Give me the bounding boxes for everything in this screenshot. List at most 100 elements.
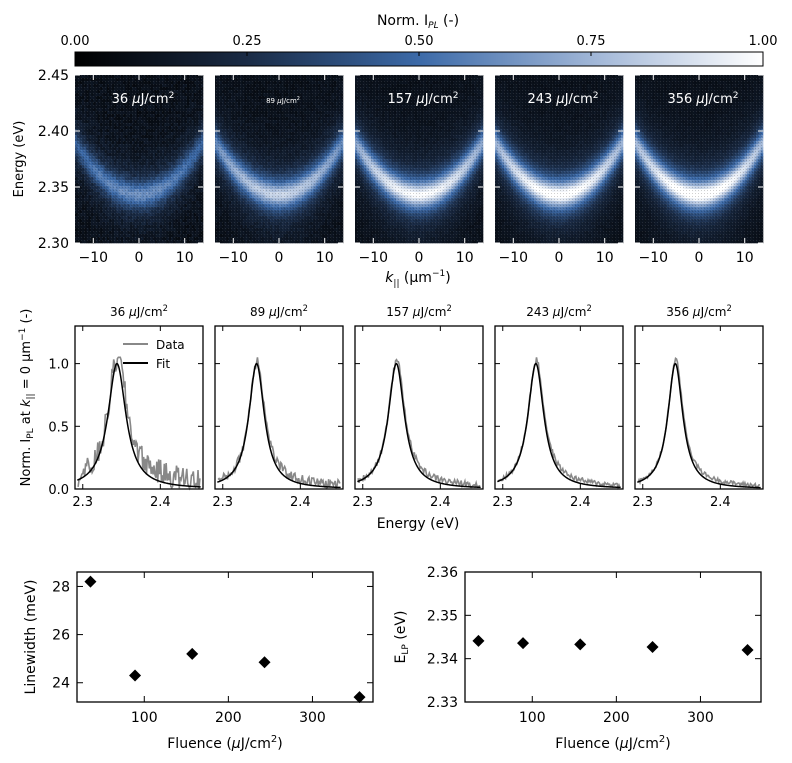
heatmap-texture [75,75,203,243]
y-tick-label: 2.40 [38,124,69,140]
x-tick-label: 300 [299,710,326,726]
y-tick-label: 28 [52,579,70,595]
x-tick-label: 10 [176,250,194,266]
colorbar-tick-label: 1.00 [749,34,778,49]
x-axis-label: Fluence (μJ/cm2) [555,734,670,752]
data-point-diamond [186,647,199,660]
x-tick-label: 2.3 [632,495,653,510]
x-tick-label: 2.3 [212,495,233,510]
spectrum-panel: 356 μJ/cm2 2.3 2.4 [632,303,764,510]
y-tick-label: 2.45 [38,68,69,84]
heatmap-panel: 243 μJ/cm2 −10 0 10 [495,74,624,266]
x-tick-label: 200 [215,710,242,726]
axes-frame [494,325,624,490]
x-tick-label: 0 [275,250,284,266]
fit-series-line [217,362,341,489]
heatmap-texture [355,75,483,243]
linewidth-plot: 100 200 300 24 26 28 Fluence (μJ/cm2) Linewidth… [23,571,374,752]
heatmap-title: 36 μJ/cm2 [112,91,175,107]
x-tick-label: 200 [603,710,630,726]
data-point-diamond [353,691,366,704]
x-tick-label: 2.4 [710,495,731,510]
y-tick-label: 2.36 [427,565,458,581]
x-tick-label: 0 [135,250,144,266]
heatmap-panel: 356 μJ/cm2 −10 0 10 [635,74,764,266]
fit-series-line [637,362,761,489]
y-tick-label: 2.33 [427,695,458,711]
axes-frame [214,325,344,490]
data-point-diamond [741,644,754,656]
colorbar-tick-label: 0.75 [577,34,606,49]
x-tick-label: −10 [639,250,669,266]
spectrum-title: 243 μJ/cm2 [526,303,592,319]
heatmap-title: 243 μJ/cm2 [527,91,598,107]
x-tick-label: 10 [456,250,474,266]
y-tick-label: 24 [52,676,70,692]
data-point-diamond [129,669,142,682]
x-tick-label: 10 [596,250,614,266]
x-tick-label: 10 [316,250,334,266]
x-tick-label: 100 [131,710,158,726]
heatmap-panel: 36 μJ/cm2 −10 0 10 [75,74,204,266]
colorbar-tick-labels: 0.00 0.25 0.50 0.75 1.00 [61,34,778,49]
spectrum-panel: 243 μJ/cm2 2.3 2.4 [492,303,624,510]
fit-series-line [497,362,621,489]
axes-frame [634,325,764,490]
y-tick-label: 2.30 [38,236,69,252]
spectrum-panel: 89 μJ/cm2 2.3 2.4 [212,303,344,510]
x-tick-label: 10 [736,250,754,266]
heatmap-texture [215,75,343,243]
x-tick-label: −10 [359,250,389,266]
heatmap-texture [635,75,763,243]
y-tick-label: 2.35 [427,608,458,624]
colorbar: Norm. IPL (-) 0.00 0.25 0.50 0.75 1.00 [61,13,778,67]
elp-plot: 100 200 300 2.33 2.34 2.35 2.36 Fluence (μJ/cm2… [393,565,762,752]
legend: Data Fit [123,338,185,371]
y-tick-label: 26 [52,628,70,644]
heatmap-title: 356 μJ/cm2 [667,91,738,107]
x-tick-label: −10 [499,250,529,266]
colorbar-tick-label: 0.00 [61,34,90,49]
y-axis-label: ELP (eV) [393,611,411,664]
x-tick-label: 0 [695,250,704,266]
spectrum-panel: 36 μJ/cm2 2.3 2.4 0.0 0.5 1.0 Data Fit [48,303,204,510]
x-tick-label: 0 [415,250,424,266]
x-axis-label: Energy (eV) [377,516,460,532]
data-series-line [497,357,621,490]
axes-frame [74,325,204,490]
y-axis-label: Energy (eV) [12,121,27,198]
data-series-line [217,357,341,490]
x-tick-label: −10 [219,250,249,266]
x-tick-label: 0 [555,250,564,266]
spectrum-title: 157 μJ/cm2 [386,303,452,319]
y-tick-label: 2.35 [38,180,69,196]
x-tick-label: 2.3 [72,495,93,510]
heatmap-panel: 89 μJ/cm2 −10 0 10 [215,74,344,266]
colorbar-ticks [74,52,764,56]
y-axis-label: Linewidth (meV) [23,580,39,695]
x-tick-label: 100 [519,710,546,726]
data-point-diamond [84,575,97,588]
heatmap-panel: 157 μJ/cm2 −10 0 10 [355,74,484,266]
data-series-line [77,356,201,491]
x-tick-label: −10 [79,250,109,266]
spectrum-panel: 157 μJ/cm2 2.3 2.4 [352,303,484,510]
x-tick-label: 2.4 [430,495,451,510]
fit-series-line [77,362,201,488]
x-axis-label: k|| (μm−1) [385,269,450,289]
axes-frame [464,571,762,703]
y-tick-label: 1.0 [48,358,69,373]
data-point-diamond [258,656,271,669]
x-tick-label: 2.4 [150,495,171,510]
data-point-diamond [472,634,485,647]
legend-data-label: Data [156,338,185,352]
spectrum-title: 89 μJ/cm2 [250,303,308,319]
x-tick-label: 2.4 [570,495,591,510]
heatmap-title: 89 μJ/cm2 [266,96,300,105]
data-point-diamond [574,638,587,651]
x-tick-label: 300 [687,710,714,726]
x-tick-label: 2.4 [290,495,311,510]
legend-fit-label: Fit [156,357,170,371]
